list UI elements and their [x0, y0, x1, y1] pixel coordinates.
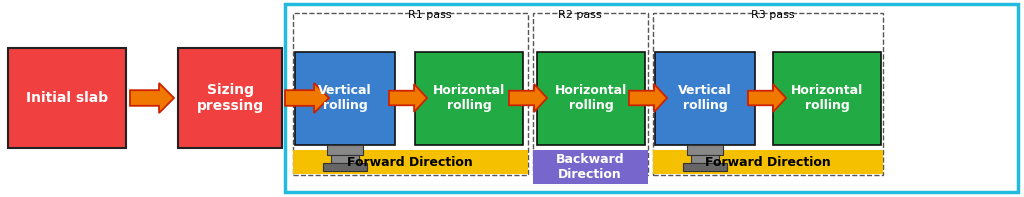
- Polygon shape: [285, 83, 329, 113]
- Polygon shape: [748, 84, 786, 112]
- Bar: [537, 52, 645, 145]
- Bar: [683, 163, 727, 171]
- Polygon shape: [130, 83, 174, 113]
- Polygon shape: [509, 84, 547, 112]
- Bar: [653, 150, 883, 174]
- Text: Vertical
rolling: Vertical rolling: [678, 84, 732, 112]
- Bar: [534, 13, 648, 175]
- Bar: [293, 13, 528, 175]
- Bar: [285, 4, 1018, 192]
- Polygon shape: [389, 84, 427, 112]
- Text: Initial slab: Initial slab: [26, 91, 109, 105]
- Bar: [687, 145, 723, 155]
- Bar: [8, 48, 126, 148]
- Bar: [331, 155, 359, 163]
- Bar: [653, 13, 883, 175]
- Bar: [691, 155, 719, 163]
- Bar: [773, 52, 881, 145]
- Bar: [327, 145, 362, 155]
- Bar: [655, 52, 755, 145]
- Text: R2 pass: R2 pass: [558, 10, 602, 20]
- Bar: [295, 52, 395, 145]
- Bar: [178, 48, 282, 148]
- Text: Horizontal
rolling: Horizontal rolling: [555, 84, 627, 112]
- Text: Horizontal
rolling: Horizontal rolling: [791, 84, 863, 112]
- Bar: [323, 163, 367, 171]
- Polygon shape: [629, 84, 667, 112]
- Bar: [293, 150, 528, 174]
- Text: R3 pass: R3 pass: [752, 10, 795, 20]
- Text: Forward Direction: Forward Direction: [706, 155, 830, 168]
- Bar: [534, 150, 648, 184]
- Text: Sizing
pressing: Sizing pressing: [197, 83, 263, 113]
- Text: R1 pass: R1 pass: [409, 10, 452, 20]
- Text: Vertical
rolling: Vertical rolling: [318, 84, 372, 112]
- Text: Backward
Direction: Backward Direction: [556, 153, 625, 181]
- Text: Forward Direction: Forward Direction: [347, 155, 473, 168]
- Text: Horizontal
rolling: Horizontal rolling: [433, 84, 505, 112]
- Bar: [415, 52, 523, 145]
